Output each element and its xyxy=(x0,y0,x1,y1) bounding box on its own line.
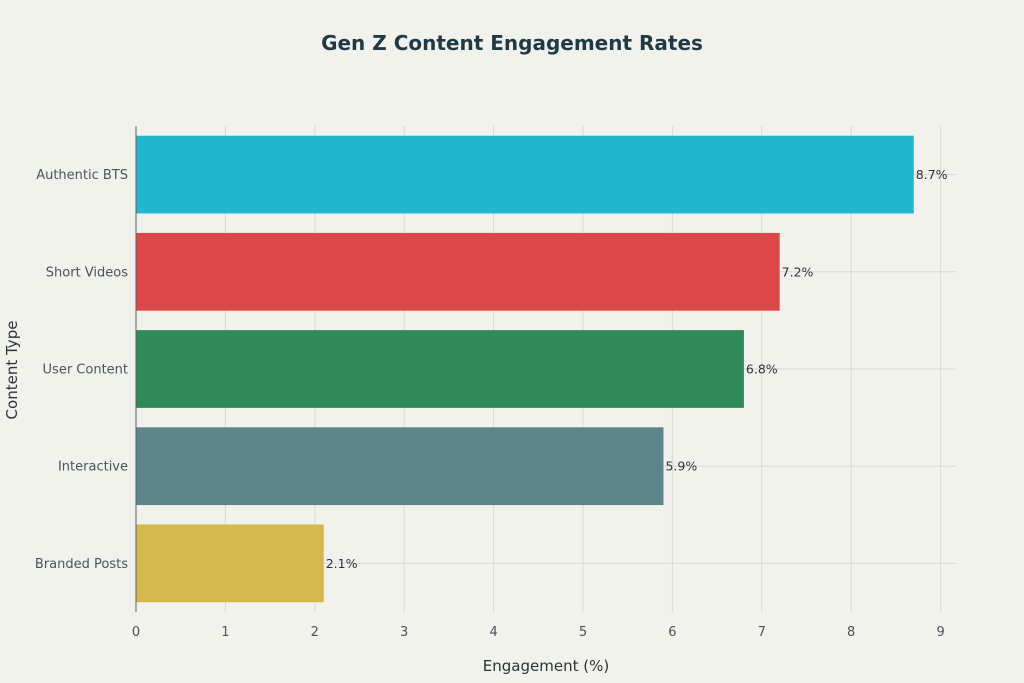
data-label-interactive: 5.9% xyxy=(665,459,697,474)
x-tick-label: 7 xyxy=(758,625,766,640)
x-tick-label: 5 xyxy=(579,625,587,640)
y-tick-label: Authentic BTS xyxy=(36,168,128,183)
data-label-user-content: 6.8% xyxy=(746,362,778,377)
data-label-branded-posts: 2.1% xyxy=(326,556,358,571)
x-axis-label: Engagement (%) xyxy=(483,657,609,675)
y-tick-labels: Authentic BTS Short Videos User Content Int… xyxy=(35,168,128,572)
x-tick-label: 2 xyxy=(311,625,319,640)
x-tick-label: 8 xyxy=(847,625,855,640)
bar-user-content xyxy=(136,330,744,408)
y-tick-label: Short Videos xyxy=(46,265,128,280)
bar-authentic-bts xyxy=(136,135,914,214)
data-label-short-videos: 7.2% xyxy=(782,264,814,279)
x-tick-label: 4 xyxy=(489,625,497,640)
x-tick-label: 1 xyxy=(221,625,229,640)
x-tick-label: 0 xyxy=(132,625,140,640)
data-label-authentic-bts: 8.7% xyxy=(916,167,948,182)
y-tick-label: User Content xyxy=(43,363,128,378)
y-tick-label: Interactive xyxy=(58,460,128,475)
x-tick-label: 9 xyxy=(936,625,944,640)
bar-short-videos xyxy=(136,232,780,311)
y-axis-label: Content Type xyxy=(3,321,21,420)
y-tick-label: Branded Posts xyxy=(35,557,128,572)
x-tick-label: 3 xyxy=(400,625,408,640)
bars xyxy=(136,135,914,603)
bar-interactive xyxy=(136,427,664,506)
x-tick-labels: 0 1 2 3 4 5 6 7 8 9 xyxy=(132,625,945,640)
bar-branded-posts xyxy=(136,524,324,603)
chart-title: Gen Z Content Engagement Rates xyxy=(321,31,703,55)
data-labels: 8.7% 7.2% 6.8% 5.9% 2.1% xyxy=(326,167,948,571)
x-tick-label: 6 xyxy=(668,625,676,640)
